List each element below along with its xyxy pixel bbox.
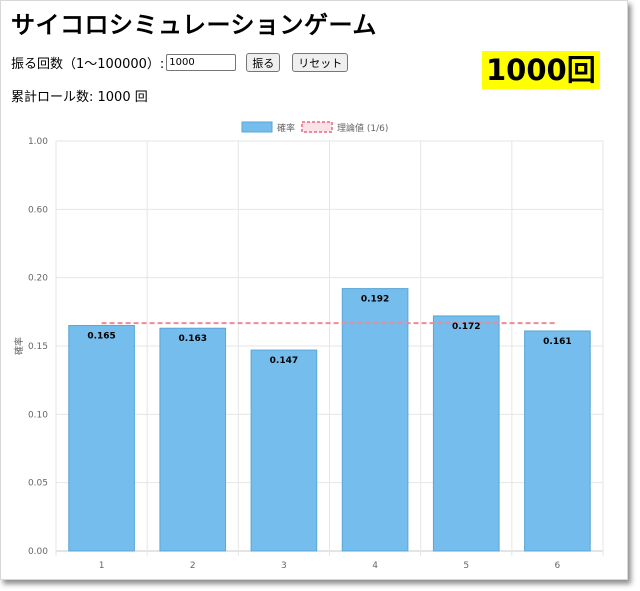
chart-bars <box>68 288 591 552</box>
x-tick-label: 4 <box>372 561 378 571</box>
x-tick-label: 3 <box>281 561 287 571</box>
bar-value-label: 0.147 <box>270 356 298 366</box>
y-tick-label: 1.00 <box>28 137 48 147</box>
roll-controls: 振る回数（1〜100000）: 振る リセット <box>11 53 349 72</box>
y-tick-label: 0.05 <box>28 479 48 489</box>
roll-count-input[interactable] <box>166 54 237 71</box>
page-title: サイコロシミュレーションゲーム <box>11 11 377 39</box>
chart-legend: 確率 理論値 (1/6) <box>241 121 388 134</box>
y-tick-label: 0.00 <box>28 547 48 557</box>
chart-labels: 0.00 0.05 0.10 0.15 0.20 0.60 1.00 0.165 1 0.163 2… <box>28 137 572 571</box>
bar-value-label: 0.165 <box>87 332 115 342</box>
legend-label-theory: 理論値 (1/6) <box>337 122 388 134</box>
roll-count-label: 振る回数（1〜100000）: <box>11 57 165 72</box>
y-tick-label: 0.15 <box>28 342 48 352</box>
roll-button[interactable]: 振る <box>246 53 281 72</box>
bar-value-label: 0.161 <box>543 337 571 347</box>
y-tick-label: 0.10 <box>28 410 48 420</box>
bar-value-label: 0.172 <box>452 322 480 332</box>
x-tick-label: 2 <box>190 561 196 571</box>
y-tick-label: 0.20 <box>28 274 48 284</box>
x-tick-label: 1 <box>99 561 105 571</box>
bar-6 <box>524 330 591 552</box>
bar-3 <box>250 349 318 552</box>
legend-swatch-theory <box>301 121 333 133</box>
bar-2 <box>159 327 227 552</box>
chart-grid <box>55 140 604 556</box>
bar-5 <box>432 315 500 552</box>
y-axis-title: 確率 <box>13 337 25 355</box>
reset-button[interactable]: リセット <box>292 53 349 72</box>
bar-value-label: 0.163 <box>179 334 207 344</box>
roll-count-highlight: 1000回 <box>482 51 600 89</box>
bar-1 <box>68 325 135 552</box>
x-tick-label: 5 <box>463 561 469 571</box>
legend-label-probability: 確率 <box>277 122 295 134</box>
y-tick-label: 0.60 <box>28 205 48 215</box>
legend-swatch-probability <box>241 121 273 133</box>
bar-value-label: 0.192 <box>361 295 389 305</box>
bar-4 <box>341 288 409 552</box>
x-tick-label: 6 <box>555 561 561 571</box>
total-rolls-text: 累計ロール数: 1000 回 <box>11 90 148 105</box>
